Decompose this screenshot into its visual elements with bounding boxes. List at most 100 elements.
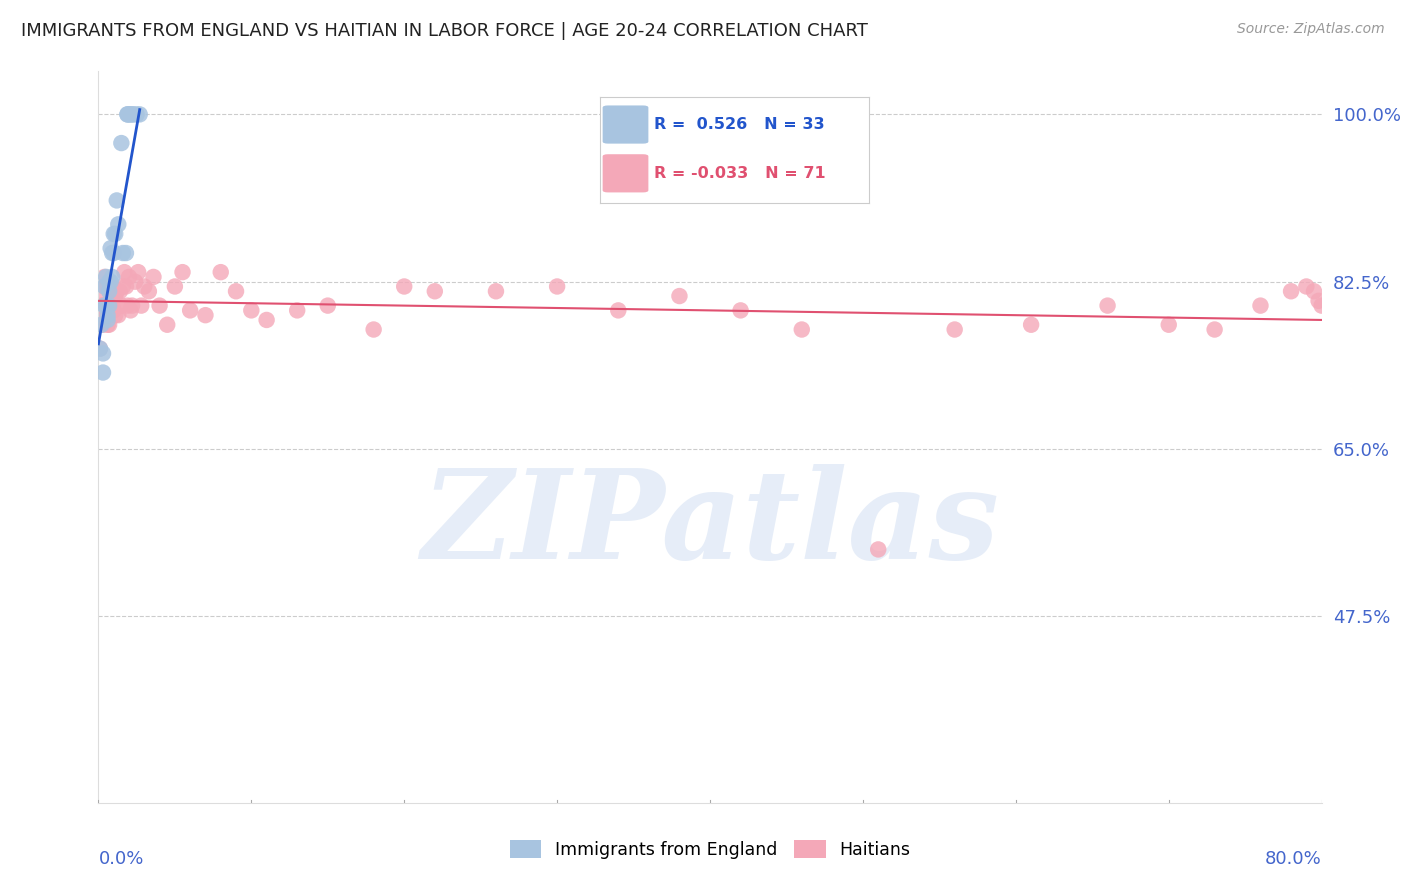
Text: IMMIGRANTS FROM ENGLAND VS HAITIAN IN LABOR FORCE | AGE 20-24 CORRELATION CHART: IMMIGRANTS FROM ENGLAND VS HAITIAN IN LA… [21, 22, 868, 40]
Point [97, 279, 120, 293]
Point [1303, 285, 1326, 299]
Point [107, 218, 129, 232]
Point [285, 303, 308, 318]
Point [163, 279, 186, 293]
Point [1157, 318, 1180, 332]
Point [91, 346, 114, 360]
Point [120, 107, 142, 121]
Point [104, 227, 127, 241]
Point [128, 107, 150, 121]
Point [117, 299, 139, 313]
Point [668, 289, 690, 303]
Point [110, 299, 132, 313]
Point [194, 308, 217, 322]
Point [104, 289, 127, 303]
Point [91, 366, 114, 380]
Legend: Immigrants from England, Haitians: Immigrants from England, Haitians [501, 831, 920, 867]
Point [93, 269, 115, 284]
Point [93, 279, 115, 293]
Point [101, 246, 124, 260]
Point [124, 275, 146, 289]
Point [117, 107, 139, 121]
Point [104, 308, 127, 322]
Point [121, 107, 143, 121]
Point [546, 279, 568, 293]
Point [101, 285, 124, 299]
Point [868, 542, 890, 557]
Point [103, 246, 125, 260]
Point [107, 308, 129, 322]
Point [117, 107, 139, 121]
Point [100, 241, 122, 255]
Point [730, 303, 752, 318]
Point [1204, 322, 1226, 336]
Point [94, 269, 117, 284]
Point [943, 322, 966, 336]
Point [115, 279, 138, 293]
Point [101, 299, 124, 313]
Point [103, 289, 125, 303]
Point [127, 265, 149, 279]
Point [103, 303, 125, 318]
Point [97, 313, 120, 327]
Point [121, 299, 143, 313]
Point [1308, 293, 1330, 308]
Point [392, 279, 416, 293]
Point [89, 342, 111, 356]
Point [256, 313, 278, 327]
Point [1097, 299, 1119, 313]
Point [122, 107, 145, 121]
Point [100, 279, 122, 293]
Point [90, 313, 112, 327]
Point [485, 285, 508, 299]
Point [125, 107, 148, 121]
Text: ZIPatlas: ZIPatlas [420, 464, 1000, 586]
Point [100, 303, 122, 318]
Point [98, 303, 121, 318]
Point [316, 299, 339, 313]
Point [138, 285, 160, 299]
Point [423, 285, 446, 299]
Point [142, 269, 165, 284]
Point [98, 275, 121, 289]
Point [94, 308, 117, 322]
Point [209, 265, 232, 279]
Point [134, 279, 156, 293]
Point [89, 342, 111, 356]
Text: 80.0%: 80.0% [1265, 850, 1322, 868]
Point [100, 275, 122, 289]
Point [120, 303, 142, 318]
Point [90, 299, 112, 313]
Point [108, 285, 131, 299]
Point [115, 246, 138, 260]
Point [179, 303, 201, 318]
Point [111, 246, 134, 260]
Point [129, 299, 152, 313]
Point [1295, 279, 1317, 293]
Point [156, 318, 179, 332]
Point [93, 299, 115, 313]
Point [94, 289, 117, 303]
Text: 0.0%: 0.0% [98, 850, 143, 868]
Point [118, 269, 141, 284]
Point [94, 299, 117, 313]
Point [607, 303, 630, 318]
Text: Source: ZipAtlas.com: Source: ZipAtlas.com [1237, 22, 1385, 37]
Point [91, 318, 114, 332]
Point [1310, 299, 1333, 313]
Point [110, 136, 132, 150]
Point [1279, 285, 1302, 299]
Point [98, 285, 121, 299]
Point [97, 318, 120, 332]
Point [103, 227, 125, 241]
Point [225, 285, 247, 299]
Point [1019, 318, 1042, 332]
Point [91, 299, 114, 313]
Point [118, 107, 141, 121]
Point [111, 279, 134, 293]
Point [240, 303, 263, 318]
Point [790, 322, 813, 336]
Point [98, 318, 121, 332]
Point [112, 265, 135, 279]
Point [101, 269, 124, 284]
